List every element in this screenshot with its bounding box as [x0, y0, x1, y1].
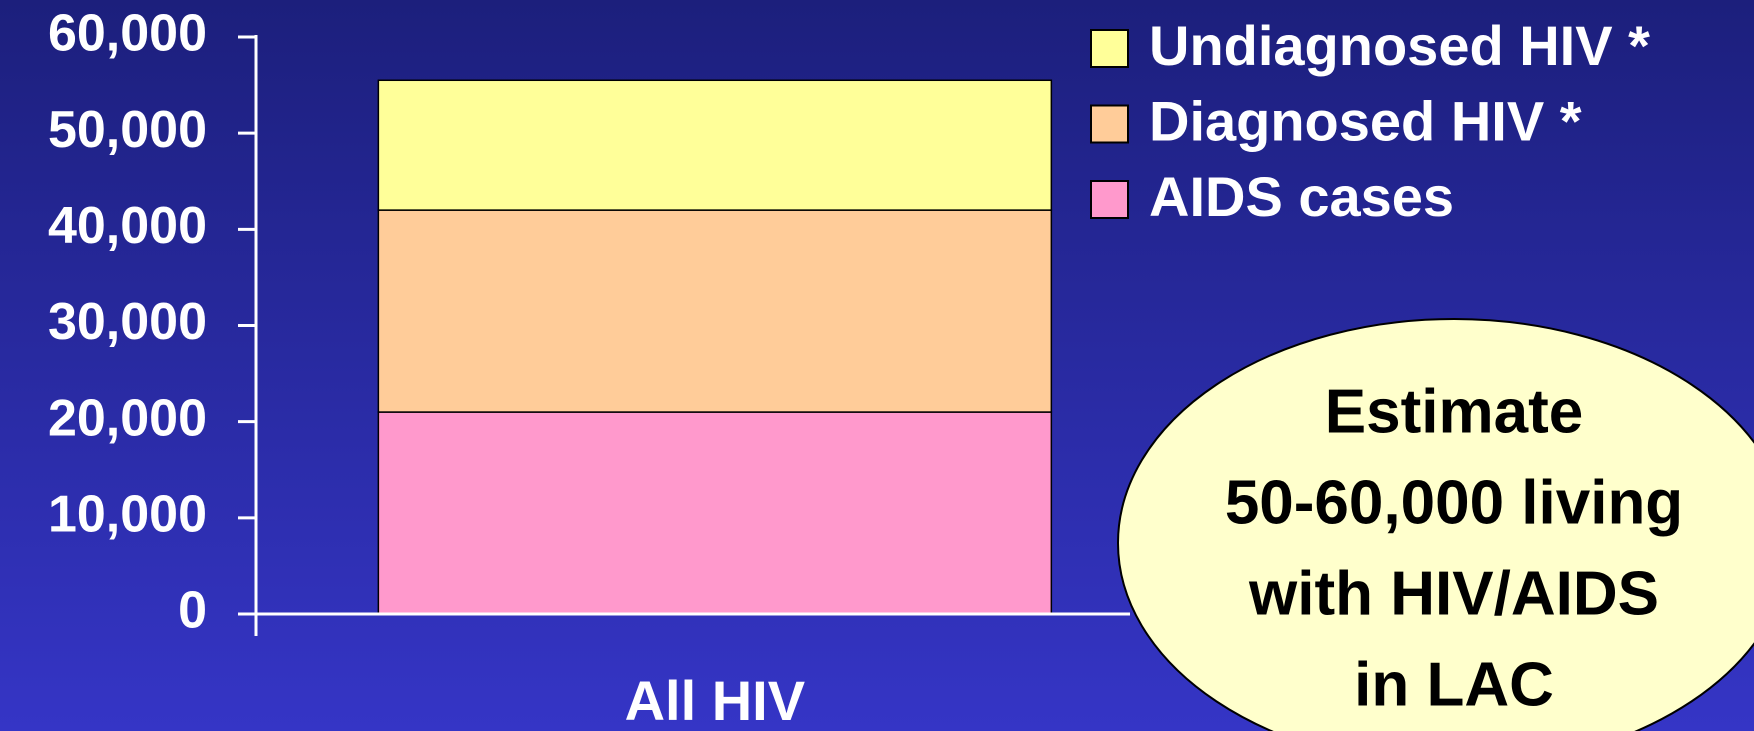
annotation-text: 50-60,000 living: [1225, 468, 1683, 537]
y-tick-label: 0: [178, 582, 207, 640]
legend-swatch: [1090, 104, 1129, 144]
y-tick-label: 60,000: [48, 5, 207, 63]
legend-label: Diagnosed HIV *: [1149, 89, 1582, 152]
bar-segment: [377, 209, 1053, 413]
annotation-text: with HIV/AIDS: [1248, 559, 1659, 628]
legend-swatch: [1090, 180, 1129, 219]
bar-segment: [377, 79, 1053, 211]
legend-swatch: [1090, 29, 1129, 68]
annotation-text: Estimate: [1325, 377, 1583, 446]
annotation: Estimate 50-60,000 living with HIV/AIDS in …: [1117, 318, 1754, 731]
legend-label: Undiagnosed HIV *: [1149, 14, 1650, 77]
y-tick-label: 40,000: [48, 197, 207, 255]
bar-segment: [377, 411, 1053, 615]
annotation-text: in LAC: [1354, 650, 1554, 719]
legend-label: AIDS cases: [1149, 165, 1454, 228]
y-tick-label: 30,000: [48, 293, 207, 351]
y-tick-label: 10,000: [48, 486, 207, 544]
x-tick-label: All HIV: [625, 669, 805, 731]
annotation-bubble: [1117, 318, 1754, 731]
y-tick-label: 20,000: [48, 389, 207, 447]
y-tick-label: 50,000: [48, 101, 207, 159]
plot-area: 0 10,000 20,000 30,000 40,000 50,000 60,000 All…: [48, 5, 1650, 731]
